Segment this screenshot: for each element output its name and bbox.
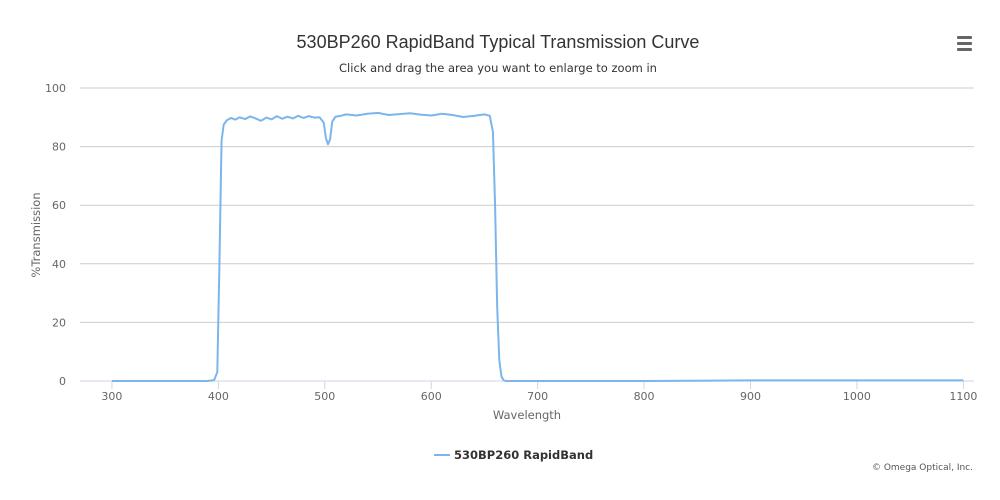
y-tick-label: 60 [52, 199, 66, 212]
series-line-0[interactable] [111, 111, 964, 382]
hamburger-menu-icon[interactable] [950, 32, 978, 56]
x-tick-label: 800 [634, 390, 655, 403]
menu-bar [956, 36, 972, 39]
x-tick-label: 500 [314, 390, 335, 403]
y-axis-title: %Transmission [29, 192, 43, 277]
x-tick-label: 600 [421, 390, 442, 403]
y-tick-label: 40 [52, 258, 66, 271]
chart-title: 530BP260 RapidBand Typical Transmission … [297, 32, 700, 52]
legend[interactable]: 530BP260 RapidBand [434, 448, 593, 462]
y-tick-label: 0 [59, 375, 66, 388]
x-tick-label: 400 [208, 390, 229, 403]
menu-bar [956, 48, 972, 51]
x-tick-label: 1000 [843, 390, 871, 403]
x-tick-label: 700 [527, 390, 548, 403]
y-tick-label: 100 [45, 82, 66, 95]
x-axis-title: Wavelength [493, 408, 561, 422]
legend-item-label[interactable]: 530BP260 RapidBand [454, 448, 593, 462]
x-tick-label: 1100 [949, 390, 977, 403]
y-tick-label: 80 [52, 141, 66, 154]
credits-text[interactable]: © Omega Optical, Inc. [872, 463, 973, 473]
x-tick-label: 900 [740, 390, 761, 403]
x-tick-label: 300 [101, 390, 122, 403]
y-tick-label: 20 [52, 316, 66, 329]
menu-bar [956, 42, 972, 45]
chart-subtitle: Click and drag the area you want to enla… [339, 61, 657, 75]
